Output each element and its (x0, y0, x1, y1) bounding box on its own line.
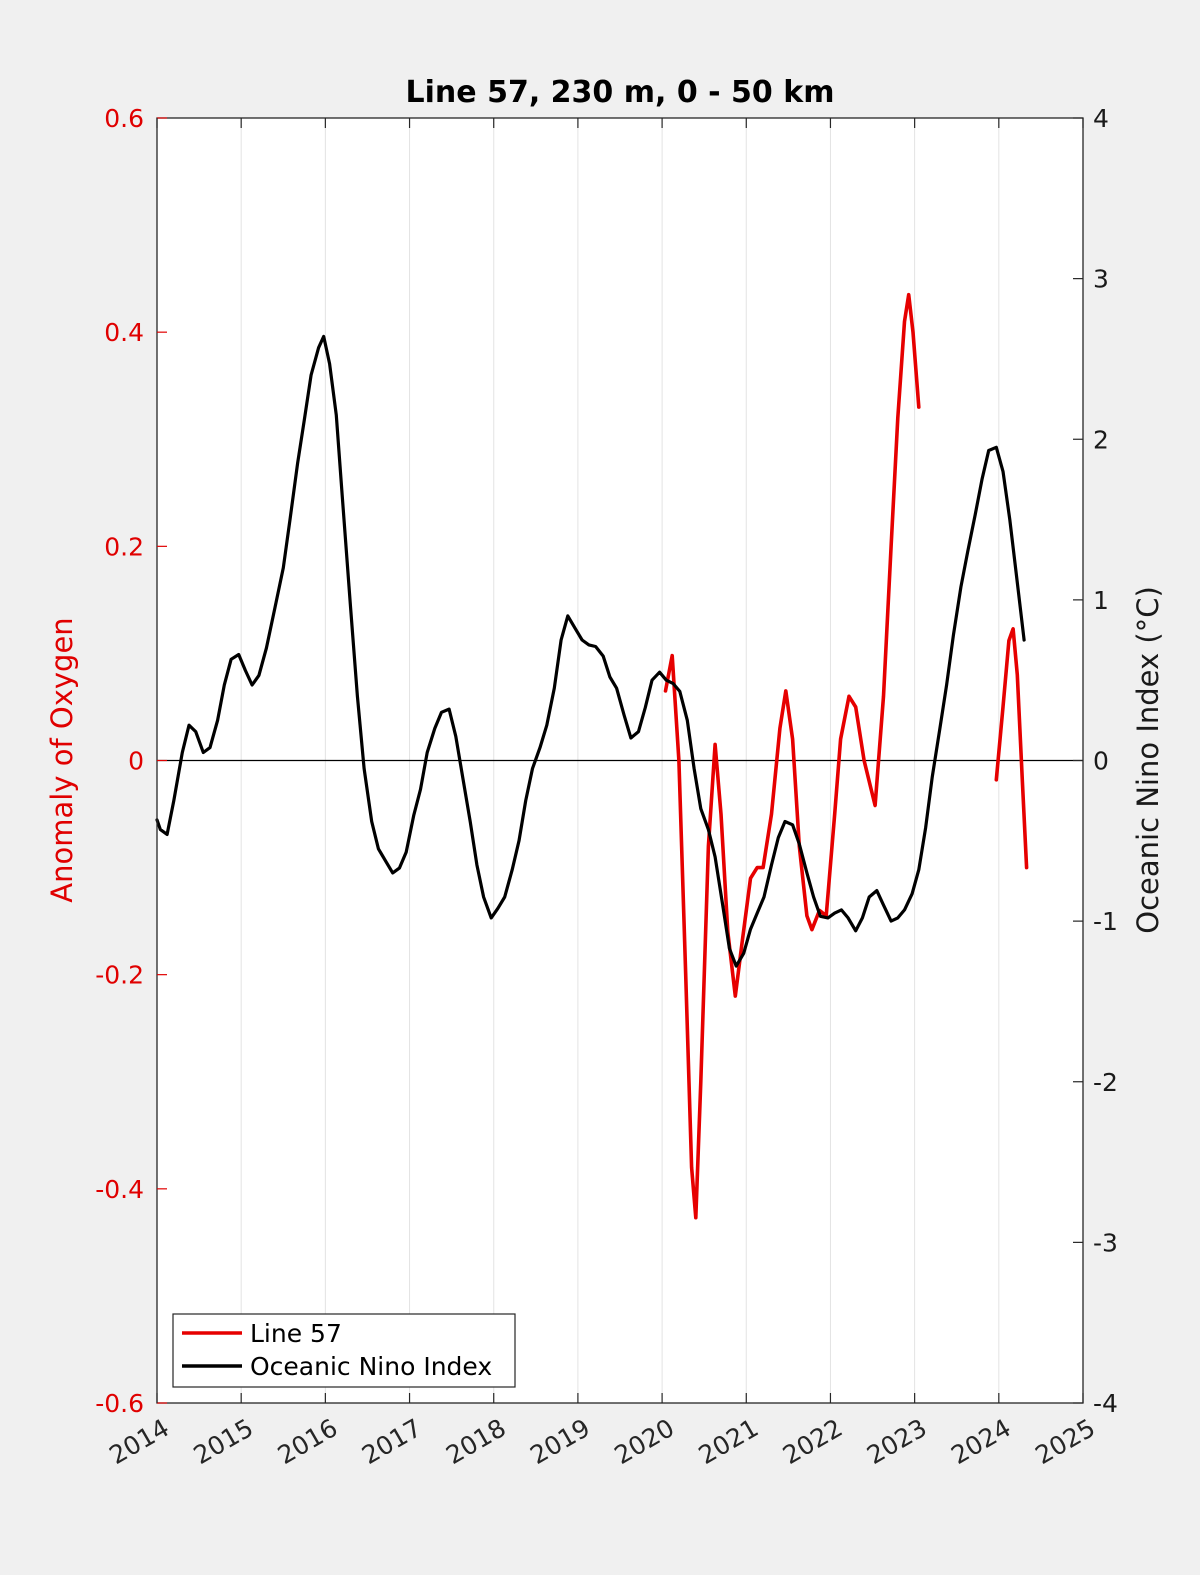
y-tick-label-right: -2 (1093, 1068, 1118, 1097)
y-axis-label-left: Anomaly of Oxygen (45, 617, 79, 902)
x-tick-label: 2014 (104, 1413, 174, 1470)
x-tick-label: 2022 (778, 1413, 848, 1470)
series-line57-segment-1 (994, 626, 1029, 870)
y-tick-label-right: 2 (1093, 425, 1109, 454)
chart-title: Line 57, 230 m, 0 - 50 km (406, 75, 835, 110)
y-tick-label-left: -0.6 (95, 1389, 144, 1418)
series-oni-segment-0 (155, 334, 1026, 968)
right-axis: 4 3 2 1 0 -1 -2 -3 -4 (1073, 104, 1118, 1418)
x-tick-label: 2025 (1030, 1413, 1100, 1470)
left-axis: 0.6 0.4 0.2 0 -0.2 -0.4 -0.6 (95, 104, 167, 1418)
x-tick-label: 2018 (441, 1413, 511, 1470)
x-tick-label: 2020 (609, 1413, 679, 1470)
legend-box (172, 1313, 516, 1388)
x-tick-label: 2024 (946, 1413, 1016, 1470)
y-tick-label-left: 0.2 (104, 532, 144, 561)
y-tick-label-left: 0.6 (104, 104, 144, 133)
y-tick-label-left: -0.2 (95, 961, 144, 990)
y-tick-label-left: 0 (128, 747, 144, 776)
y-tick-label-right: -4 (1093, 1389, 1118, 1418)
x-tick-label: 2017 (357, 1413, 427, 1470)
x-tick-label: 2021 (694, 1413, 764, 1470)
y-tick-label-left: 0.4 (104, 318, 144, 347)
y-tick-label-right: -1 (1093, 907, 1118, 936)
legend-label-line57: Line 57 (250, 1319, 342, 1348)
legend-label-oni: Oceanic Nino Index (250, 1352, 492, 1381)
series-line57-segment-0 (663, 292, 921, 1220)
y-tick-label-right: 4 (1093, 104, 1109, 133)
series-lines (155, 292, 1029, 1220)
x-tick-label: 2019 (525, 1413, 595, 1470)
y-axis-label-right: Oceanic Nino Index (°C) (1131, 586, 1165, 934)
y-tick-label-right: 3 (1093, 265, 1109, 294)
y-tick-label-right: 0 (1093, 747, 1109, 776)
y-tick-label-right: -3 (1093, 1228, 1118, 1257)
x-tick-label: 2023 (862, 1413, 932, 1470)
y-tick-label-right: 1 (1093, 586, 1109, 615)
x-tick-label: 2015 (189, 1413, 259, 1470)
y-tick-label-left: -0.4 (95, 1175, 144, 1204)
x-tick-label: 2016 (273, 1413, 343, 1470)
legend: Line 57 Oceanic Nino Index (172, 1313, 516, 1388)
